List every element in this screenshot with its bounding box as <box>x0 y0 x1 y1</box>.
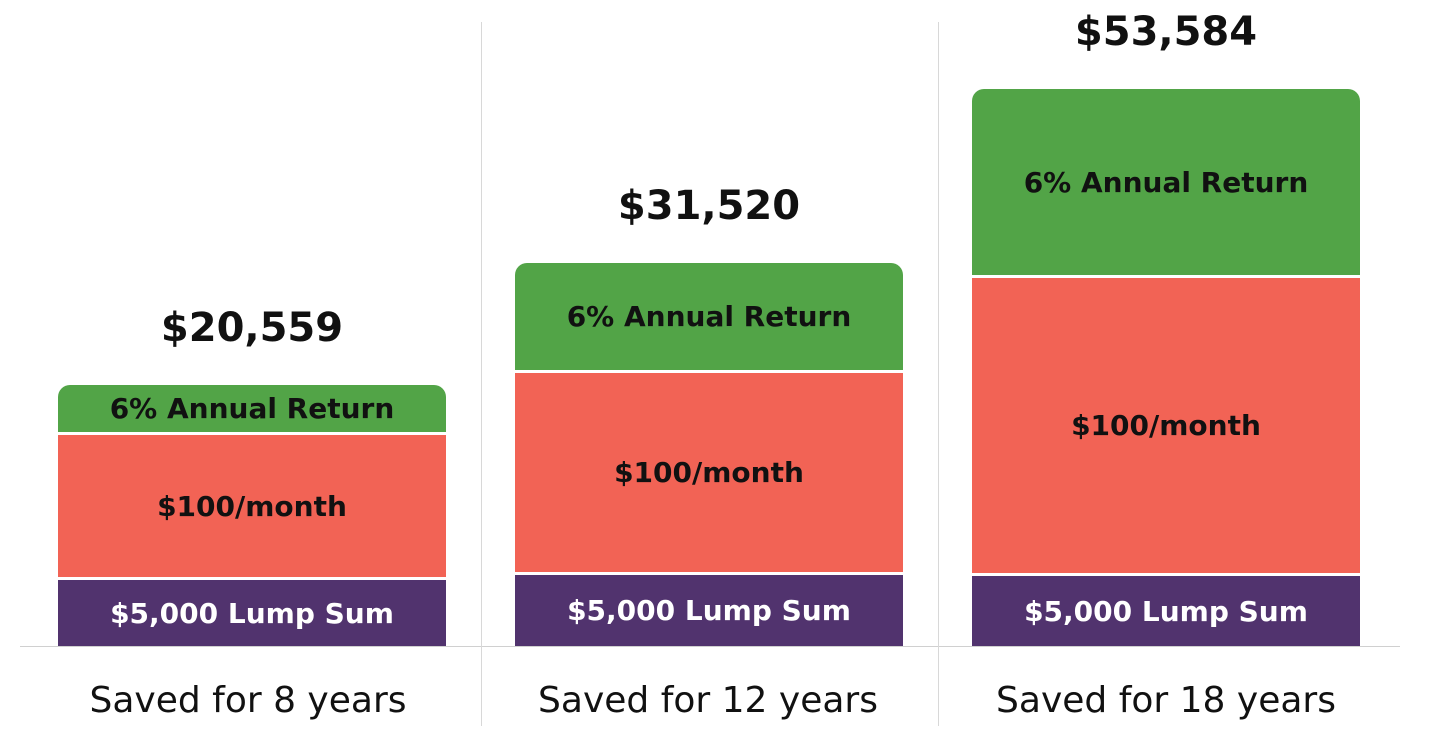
category-label: Saved for 18 years <box>996 680 1336 721</box>
total-value-label: $20,559 <box>160 305 344 351</box>
bar-segment: 6% Annual Return <box>972 89 1360 275</box>
category-label: Saved for 8 years <box>89 680 407 721</box>
category-label: Saved for 12 years <box>538 680 878 721</box>
total-value-label: $53,584 <box>1074 9 1258 55</box>
segment-label: $100/month <box>614 456 804 489</box>
bar-segment: 6% Annual Return <box>515 263 903 370</box>
baseline <box>20 646 1400 647</box>
bar-segment: $100/month <box>972 278 1360 573</box>
segment-label: 6% Annual Return <box>1023 165 1309 199</box>
bar-segment: $5,000 Lump Sum <box>515 575 903 646</box>
bar-segment: $100/month <box>58 435 446 577</box>
segment-label: $100/month <box>1071 409 1261 442</box>
bar-segment: 6% Annual Return <box>58 385 446 432</box>
segment-label: $100/month <box>157 489 347 523</box>
column-divider-1 <box>481 22 482 726</box>
segment-label: $5,000 Lump Sum <box>567 594 851 627</box>
total-value-label: $31,520 <box>617 183 801 229</box>
bar-segment: $5,000 Lump Sum <box>972 576 1360 646</box>
segment-label: 6% Annual Return <box>566 300 852 333</box>
segment-label: 6% Annual Return <box>109 392 395 425</box>
bar-segment: $100/month <box>515 373 903 572</box>
bar-segment: $5,000 Lump Sum <box>58 580 446 646</box>
segment-label: $5,000 Lump Sum <box>1024 594 1308 628</box>
segment-label: $5,000 Lump Sum <box>110 596 394 630</box>
column-divider-2 <box>938 22 939 726</box>
